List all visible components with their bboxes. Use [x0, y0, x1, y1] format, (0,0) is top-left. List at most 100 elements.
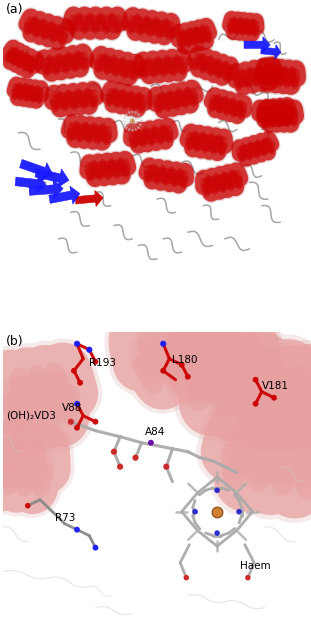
Ellipse shape [221, 174, 227, 190]
Ellipse shape [224, 426, 245, 479]
Ellipse shape [104, 56, 111, 72]
Ellipse shape [28, 58, 36, 72]
Ellipse shape [21, 375, 39, 423]
Ellipse shape [200, 27, 206, 42]
Ellipse shape [23, 56, 30, 69]
Ellipse shape [158, 20, 164, 36]
Ellipse shape [168, 168, 173, 184]
Ellipse shape [17, 52, 24, 66]
Ellipse shape [57, 370, 76, 419]
Ellipse shape [168, 125, 174, 141]
Ellipse shape [215, 332, 232, 375]
Ellipse shape [221, 137, 226, 153]
Point [124, 122, 129, 133]
Ellipse shape [108, 161, 114, 177]
Ellipse shape [14, 376, 33, 424]
Ellipse shape [94, 125, 100, 142]
Ellipse shape [187, 30, 193, 45]
Ellipse shape [142, 130, 147, 145]
Ellipse shape [123, 61, 130, 77]
Ellipse shape [58, 26, 64, 42]
Ellipse shape [196, 133, 201, 149]
Ellipse shape [280, 68, 285, 85]
Ellipse shape [229, 100, 235, 115]
Ellipse shape [239, 103, 245, 117]
Ellipse shape [52, 371, 71, 419]
Ellipse shape [7, 48, 15, 61]
Ellipse shape [303, 436, 311, 490]
Ellipse shape [86, 163, 92, 179]
Ellipse shape [220, 331, 237, 373]
Ellipse shape [129, 341, 153, 387]
Ellipse shape [27, 86, 32, 100]
Ellipse shape [93, 162, 99, 179]
Ellipse shape [278, 68, 284, 85]
Ellipse shape [92, 15, 97, 31]
Ellipse shape [9, 445, 26, 488]
Ellipse shape [219, 137, 224, 153]
Point [133, 107, 138, 117]
Ellipse shape [174, 170, 180, 185]
Ellipse shape [22, 85, 27, 100]
Ellipse shape [210, 59, 216, 74]
Ellipse shape [169, 22, 175, 38]
Ellipse shape [162, 58, 168, 75]
Ellipse shape [285, 105, 290, 119]
Ellipse shape [269, 108, 275, 124]
Ellipse shape [262, 66, 268, 82]
Ellipse shape [32, 373, 51, 422]
Ellipse shape [44, 22, 50, 38]
Ellipse shape [67, 54, 73, 70]
Ellipse shape [87, 124, 93, 141]
Ellipse shape [174, 91, 180, 107]
Ellipse shape [267, 138, 273, 152]
Ellipse shape [189, 132, 195, 149]
Ellipse shape [193, 53, 199, 68]
Ellipse shape [291, 69, 297, 86]
Ellipse shape [248, 144, 253, 158]
Ellipse shape [193, 133, 198, 149]
Ellipse shape [229, 19, 234, 33]
Ellipse shape [220, 357, 244, 409]
Ellipse shape [256, 142, 262, 155]
Ellipse shape [173, 57, 179, 73]
Ellipse shape [23, 375, 42, 423]
Ellipse shape [157, 127, 162, 142]
Ellipse shape [245, 20, 250, 34]
Ellipse shape [211, 59, 217, 74]
Ellipse shape [92, 125, 97, 142]
Ellipse shape [229, 172, 234, 188]
Ellipse shape [169, 169, 174, 184]
Ellipse shape [244, 20, 249, 34]
Ellipse shape [206, 333, 223, 376]
Ellipse shape [266, 66, 272, 84]
Ellipse shape [277, 68, 283, 85]
Ellipse shape [94, 15, 99, 31]
Ellipse shape [240, 327, 257, 370]
Ellipse shape [36, 20, 42, 36]
Ellipse shape [241, 70, 247, 87]
Ellipse shape [167, 21, 173, 38]
Ellipse shape [246, 364, 270, 416]
Ellipse shape [268, 138, 274, 152]
Ellipse shape [164, 58, 169, 74]
Ellipse shape [182, 56, 188, 73]
Ellipse shape [123, 160, 128, 175]
Ellipse shape [58, 56, 63, 72]
Ellipse shape [58, 93, 64, 109]
Text: L180: L180 [173, 355, 198, 365]
Ellipse shape [231, 19, 236, 33]
Ellipse shape [269, 106, 273, 120]
Ellipse shape [250, 20, 255, 34]
Ellipse shape [212, 176, 218, 192]
Ellipse shape [232, 101, 238, 115]
Ellipse shape [275, 68, 281, 85]
Ellipse shape [175, 91, 181, 107]
Ellipse shape [27, 17, 34, 33]
Ellipse shape [257, 68, 262, 84]
Ellipse shape [134, 130, 139, 146]
Ellipse shape [132, 131, 137, 146]
Ellipse shape [132, 63, 139, 78]
Ellipse shape [78, 124, 84, 140]
Ellipse shape [196, 28, 202, 43]
